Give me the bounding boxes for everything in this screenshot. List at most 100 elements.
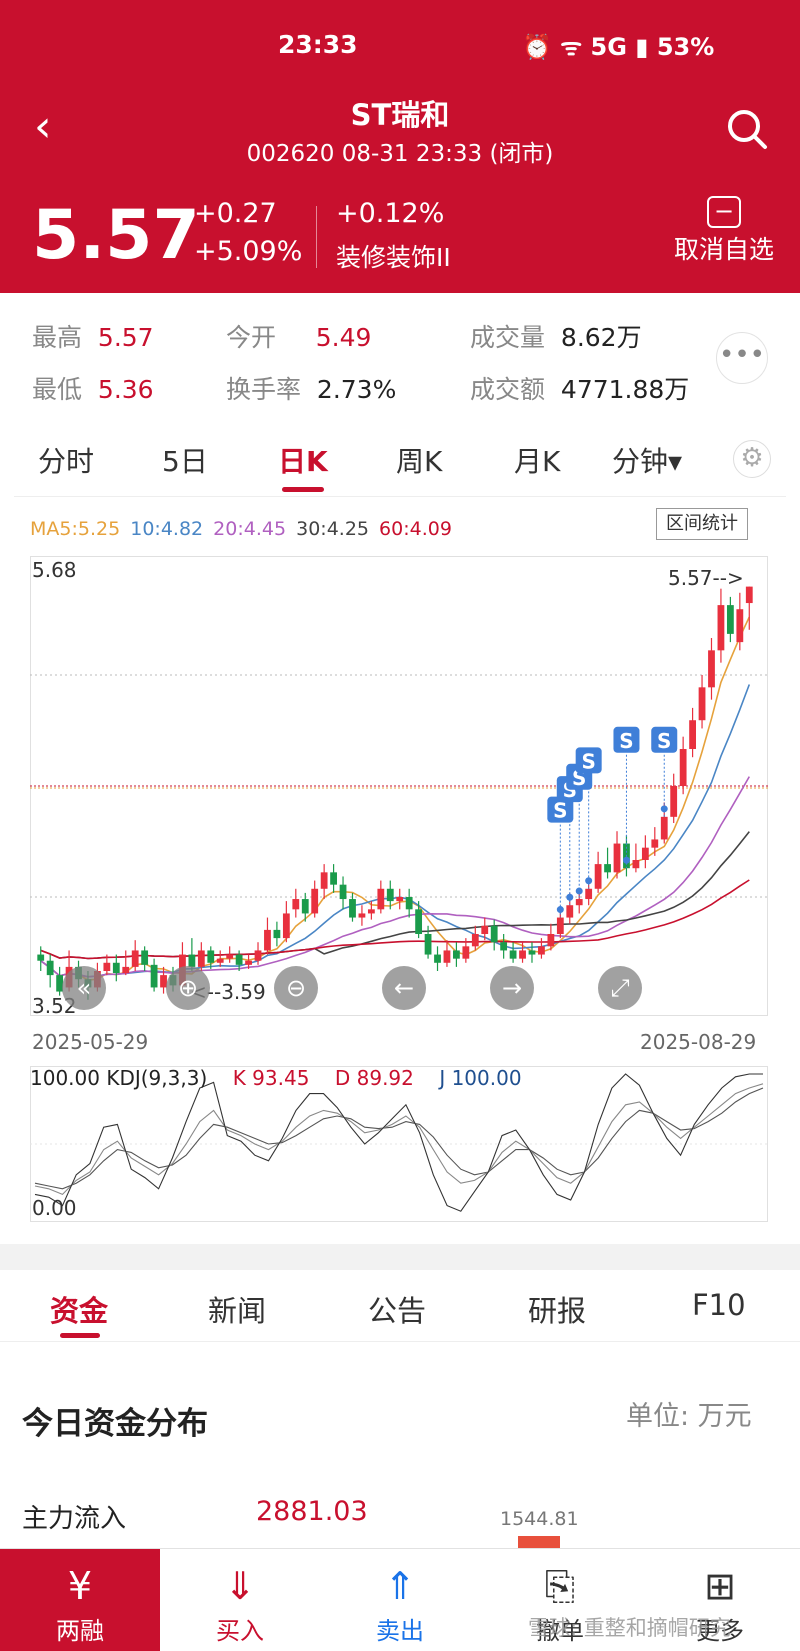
- stock-name: ST瑞和: [350, 98, 450, 132]
- candle-body: [679, 749, 687, 786]
- interval-stats-button[interactable]: 区间统计: [656, 508, 748, 540]
- sell-label: 卖出: [376, 1617, 424, 1645]
- kdj-j-line: [34, 1073, 763, 1212]
- candle-body: [632, 860, 640, 869]
- margin-trading-label: 两融: [56, 1617, 104, 1645]
- signal-dot: [575, 887, 583, 895]
- candle: [632, 843, 640, 873]
- candle: [726, 596, 734, 643]
- industry-name[interactable]: 装修装饰II: [336, 243, 451, 272]
- candle: [481, 917, 489, 941]
- candle: [207, 946, 215, 969]
- kdj-chart[interactable]: [30, 1066, 768, 1222]
- tab-daily-k[interactable]: 日K: [278, 445, 328, 478]
- cancel-order-label: 撤单: [536, 1617, 584, 1645]
- tab-minute[interactable]: 分钟▾: [612, 445, 683, 478]
- candle: [613, 831, 621, 879]
- fullscreen-icon[interactable]: ⤢: [598, 966, 642, 1010]
- stock-header: 23:33 ⏰ ᯤ 5G ▮ 53% ‹ ST瑞和 002620 08-31 2…: [0, 0, 800, 293]
- candle-body: [46, 960, 54, 976]
- remove-watchlist-button[interactable]: − 取消自选: [664, 196, 784, 266]
- candle-body: [131, 950, 139, 967]
- candle: [150, 958, 158, 992]
- candle: [415, 901, 423, 939]
- tab-intraday[interactable]: 分时: [38, 445, 95, 478]
- candle: [698, 675, 706, 729]
- candle-body: [471, 934, 479, 947]
- candle: [736, 592, 744, 651]
- arrow-left-icon[interactable]: ←: [382, 966, 426, 1010]
- signal-dot: [556, 906, 564, 914]
- ma20-value: 20:4.45: [213, 518, 287, 540]
- candle-body: [585, 888, 593, 900]
- tab-research[interactable]: 研报: [528, 1294, 587, 1328]
- signal-marker: S: [613, 726, 640, 753]
- back-icon[interactable]: ‹: [34, 101, 52, 152]
- candle: [292, 888, 300, 918]
- stock-code-time: 002620 08-31 23:33 (闭市): [246, 141, 554, 167]
- candle: [708, 638, 715, 700]
- arrow-right-icon[interactable]: →: [490, 966, 534, 1010]
- candle-body: [717, 605, 725, 651]
- signal-marker-label: S: [581, 749, 595, 773]
- status-icons: ⏰ ᯤ 5G ▮ 53%: [522, 33, 715, 61]
- candle-body: [566, 905, 574, 918]
- fund-bar-value: 1544.81: [500, 1508, 579, 1530]
- ma-legend: MA5:5.25 10:4.82 20:4.45 30:4.25 60:4.09: [30, 518, 456, 540]
- yen-icon: ¥: [67, 1564, 93, 1608]
- tab-announcements[interactable]: 公告: [368, 1294, 427, 1328]
- kdj-d-line: [34, 1087, 764, 1190]
- tab-news[interactable]: 新闻: [208, 1294, 267, 1328]
- x-end-label: 2025-08-29: [640, 1030, 757, 1054]
- candle: [745, 586, 753, 630]
- remove-watchlist-label: 取消自选: [673, 235, 774, 264]
- kdj-j-value: J 100.00: [439, 1066, 522, 1090]
- candle: [188, 938, 196, 971]
- signal-marker-label: S: [657, 729, 671, 753]
- gear-icon[interactable]: ⚙: [733, 440, 771, 478]
- tab-weekly-k[interactable]: 周K: [396, 445, 443, 478]
- signal-marker-box: [613, 726, 640, 753]
- candle: [235, 950, 243, 971]
- search-icon[interactable]: [722, 104, 772, 154]
- zoom-out-icon[interactable]: ⊖: [274, 966, 318, 1010]
- candle-body: [122, 966, 130, 974]
- rewind-icon[interactable]: «: [62, 966, 106, 1010]
- candle-body: [660, 816, 668, 840]
- zoom-in-icon[interactable]: ⊕: [166, 966, 210, 1010]
- tab-f10[interactable]: F10: [692, 1288, 746, 1322]
- candle-body: [434, 954, 441, 963]
- more-button[interactable]: ⊞ 更多: [640, 1549, 800, 1651]
- candle-body: [575, 899, 583, 906]
- tab-funds[interactable]: 资金: [50, 1294, 109, 1328]
- minus-icon: −: [707, 196, 741, 228]
- buy-button[interactable]: ⇓ 买入: [160, 1549, 320, 1651]
- more-icon[interactable]: •••: [716, 332, 768, 384]
- stat-turnover: 换手率 2.73%: [226, 375, 397, 404]
- active-tab-indicator: [60, 1333, 100, 1338]
- active-tab-indicator: [282, 487, 324, 492]
- kdj-title: 100.00 KDJ(9,3,3): [30, 1066, 208, 1090]
- candle: [670, 773, 678, 823]
- tab-monthly-k[interactable]: 月K: [514, 445, 561, 478]
- candle-body: [301, 899, 309, 914]
- candle: [330, 864, 337, 893]
- fund-distribution-title: 今日资金分布: [22, 1406, 208, 1442]
- candle: [56, 966, 64, 996]
- tab-5day[interactable]: 5日: [162, 445, 208, 478]
- candle: [367, 901, 375, 920]
- candle-body: [443, 950, 451, 963]
- margin-trading-button[interactable]: ¥ 两融: [0, 1549, 160, 1651]
- ma60-line: [40, 879, 750, 960]
- sell-button[interactable]: ⇑ 卖出: [320, 1549, 480, 1651]
- candle-body: [538, 946, 545, 955]
- candle-body: [604, 864, 611, 873]
- candle-body: [235, 954, 243, 965]
- industry-change[interactable]: +0.12%: [336, 198, 445, 229]
- signal-dot: [566, 893, 574, 901]
- signal-marker-box: [575, 747, 602, 774]
- candle: [396, 888, 404, 910]
- more-label: 更多: [696, 1617, 744, 1645]
- cancel-order-button[interactable]: ⎘ 撤单: [480, 1549, 640, 1651]
